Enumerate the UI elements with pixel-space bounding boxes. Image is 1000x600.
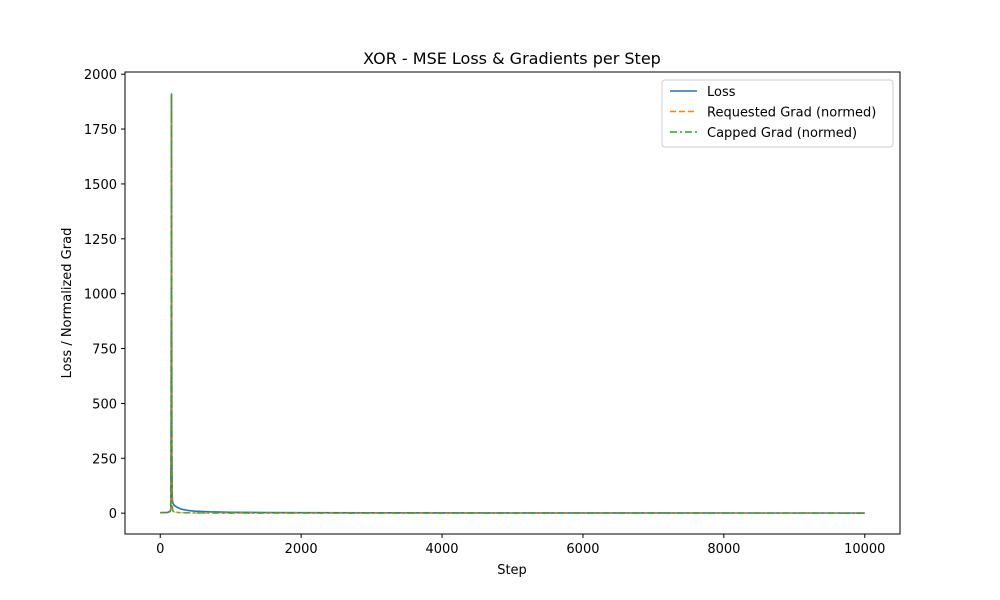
y-tick-label: 500 xyxy=(92,397,117,412)
x-tick-label: 0 xyxy=(156,542,164,557)
legend: Loss Requested Grad (normed) Capped Grad (… xyxy=(661,79,894,148)
plot-area xyxy=(124,71,901,535)
y-tick-label: 1750 xyxy=(84,123,117,138)
legend-label-2: Capped Grad (normed) xyxy=(707,126,857,141)
x-axis: 0 2000 4000 6000 8000 10000 xyxy=(156,534,885,557)
x-axis-label: Step xyxy=(497,563,527,578)
y-tick-label: 2000 xyxy=(84,68,117,83)
x-tick-label: 2000 xyxy=(285,542,318,557)
legend-box xyxy=(661,79,894,148)
plot-background xyxy=(125,72,900,534)
x-tick-label: 8000 xyxy=(707,542,740,557)
x-tick-label: 6000 xyxy=(566,542,599,557)
y-axis-label: Loss / Normalized Grad xyxy=(60,228,75,379)
x-tick-label: 4000 xyxy=(425,542,458,557)
legend-label-1: Requested Grad (normed) xyxy=(707,106,876,121)
y-tick-label: 1000 xyxy=(84,288,117,303)
y-tick-label: 750 xyxy=(92,343,117,358)
series-group xyxy=(160,93,865,514)
y-tick-label: 1250 xyxy=(84,233,117,248)
y-axis: 0 250 500 750 1000 1250 1500 1750 2000 xyxy=(84,68,125,522)
y-tick-label: 1500 xyxy=(84,178,117,193)
chart-title: XOR - MSE Loss & Gradients per Step xyxy=(363,49,661,68)
y-tick-label: 0 xyxy=(109,507,117,522)
series-line-2 xyxy=(160,93,865,514)
x-tick-label: 10000 xyxy=(844,542,885,557)
plot-frame xyxy=(124,71,901,535)
legend-label-0: Loss xyxy=(707,85,736,100)
y-tick-label: 250 xyxy=(92,452,117,467)
